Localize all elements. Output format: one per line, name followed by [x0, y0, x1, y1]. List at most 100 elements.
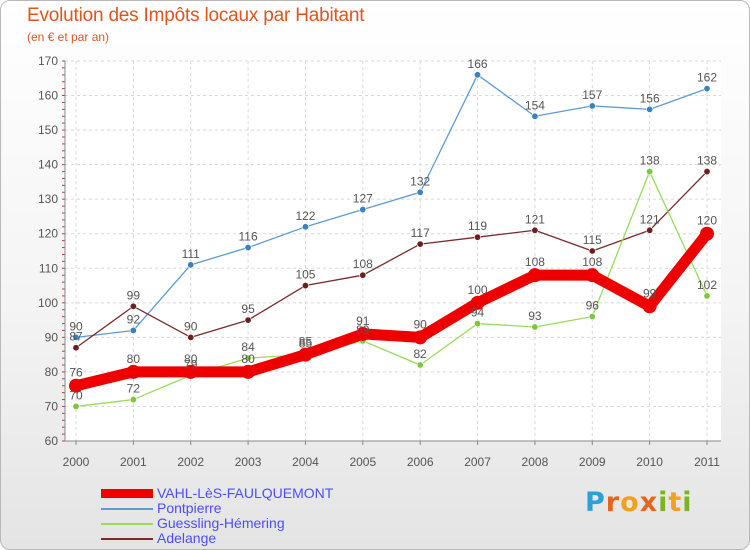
- chart-subtitle: (en € et par an): [27, 30, 110, 44]
- y-tick-label: 130: [38, 192, 58, 206]
- data-label: 70: [69, 388, 83, 402]
- data-label: 95: [241, 302, 255, 316]
- chart-title: Evolution des Impôts locaux par Habitant: [27, 5, 365, 26]
- data-label: 102: [697, 278, 717, 292]
- data-label: 76: [69, 366, 83, 380]
- data-point: [588, 102, 596, 110]
- x-tick-label: 2010: [636, 455, 663, 469]
- logo-letter: P: [585, 487, 606, 518]
- data-label: 121: [525, 212, 545, 226]
- x-tick-label: 2002: [177, 455, 204, 469]
- data-label: 108: [525, 255, 545, 269]
- legend-swatch: [101, 538, 153, 540]
- x-tick-label: 2007: [464, 455, 491, 469]
- data-point: [646, 226, 654, 234]
- data-label: 72: [127, 382, 141, 396]
- data-point: [642, 299, 657, 314]
- y-tick-label: 140: [38, 158, 58, 172]
- data-point: [474, 71, 482, 79]
- series-line-guessling-h-mering: [75, 170, 708, 408]
- x-tick-label: 2000: [63, 455, 90, 469]
- data-label: 85: [299, 337, 313, 351]
- data-label: 84: [241, 340, 255, 354]
- data-point: [474, 320, 482, 328]
- data-label: 105: [295, 268, 315, 282]
- logo-letter: i: [658, 487, 669, 518]
- data-label: 127: [353, 192, 373, 206]
- data-label: 117: [411, 226, 430, 240]
- data-point: [187, 261, 195, 269]
- data-label: 138: [697, 154, 717, 168]
- data-point: [359, 271, 367, 279]
- y-tick-label: 170: [38, 54, 58, 68]
- data-point: [72, 344, 80, 352]
- x-tick-label: 2001: [120, 455, 147, 469]
- data-point: [646, 168, 654, 176]
- data-point: [187, 333, 195, 341]
- logo-letter: r: [605, 487, 621, 518]
- data-point: [359, 206, 367, 214]
- data-point: [72, 333, 80, 341]
- series-line-adelange: [75, 170, 708, 349]
- data-label: 122: [295, 209, 315, 223]
- y-tick-label: 160: [38, 89, 58, 103]
- data-label: 94: [471, 306, 485, 320]
- data-label: 85: [299, 335, 313, 349]
- data-point: [588, 247, 596, 255]
- data-point: [527, 268, 542, 283]
- legend-label: Adelange: [157, 530, 217, 546]
- data-point: [298, 347, 313, 362]
- y-tick-label: 60: [45, 434, 59, 448]
- data-point: [301, 223, 309, 231]
- data-label: 93: [528, 309, 542, 323]
- logo-letter: t: [668, 487, 683, 518]
- y-tick-label: 120: [38, 227, 58, 241]
- data-label: 138: [640, 154, 660, 168]
- x-tick-label: 2003: [235, 455, 262, 469]
- data-point: [416, 188, 424, 196]
- series-line-pontpierre: [75, 74, 708, 339]
- data-label: 87: [69, 330, 83, 344]
- data-label: 80: [184, 352, 198, 366]
- data-label: 111: [182, 247, 201, 261]
- line-chart: 60 70 80 90 100 110 120 130 140 150 160 170 2000 2001…: [38, 54, 721, 469]
- y-tick-label: 110: [39, 261, 58, 275]
- y-tick-label: 150: [38, 123, 58, 137]
- proxiti-logo: Proxiti: [585, 487, 693, 518]
- data-point: [301, 282, 309, 290]
- y-tick-label: 70: [45, 399, 59, 413]
- data-point: [69, 378, 83, 393]
- data-label: 80: [127, 352, 141, 366]
- data-label: 96: [586, 299, 600, 313]
- logo-letter: o: [620, 487, 640, 518]
- data-point: [244, 354, 252, 362]
- x-tick-label: 2011: [694, 455, 720, 469]
- data-label: 108: [582, 255, 602, 269]
- data-point: [129, 326, 137, 334]
- data-point: [588, 313, 596, 321]
- data-point: [129, 396, 137, 404]
- data-point: [413, 330, 428, 345]
- plot-area: [65, 61, 721, 441]
- data-label: 90: [414, 317, 428, 331]
- legend-label: Pontpierre: [157, 500, 222, 516]
- data-label: 79: [184, 357, 198, 371]
- y-tick-label: 100: [38, 296, 58, 310]
- data-point: [72, 402, 80, 410]
- data-label: 115: [583, 233, 602, 247]
- data-label: 119: [468, 219, 487, 233]
- data-label: 157: [582, 88, 602, 102]
- x-tick-label: 2006: [407, 455, 434, 469]
- data-point: [416, 361, 424, 369]
- data-label: 162: [697, 71, 717, 85]
- data-label: 116: [239, 230, 258, 244]
- data-label: 80: [241, 352, 255, 366]
- data-point: [531, 112, 539, 120]
- legend-swatch: [101, 489, 153, 498]
- data-label: 132: [410, 174, 430, 188]
- data-label: 108: [353, 257, 373, 271]
- data-point: [244, 244, 252, 252]
- data-label: 120: [697, 214, 717, 228]
- legend-label: Guessling-Hémering: [157, 515, 285, 531]
